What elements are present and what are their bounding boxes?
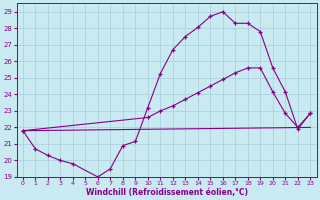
X-axis label: Windchill (Refroidissement éolien,°C): Windchill (Refroidissement éolien,°C) bbox=[85, 188, 248, 197]
